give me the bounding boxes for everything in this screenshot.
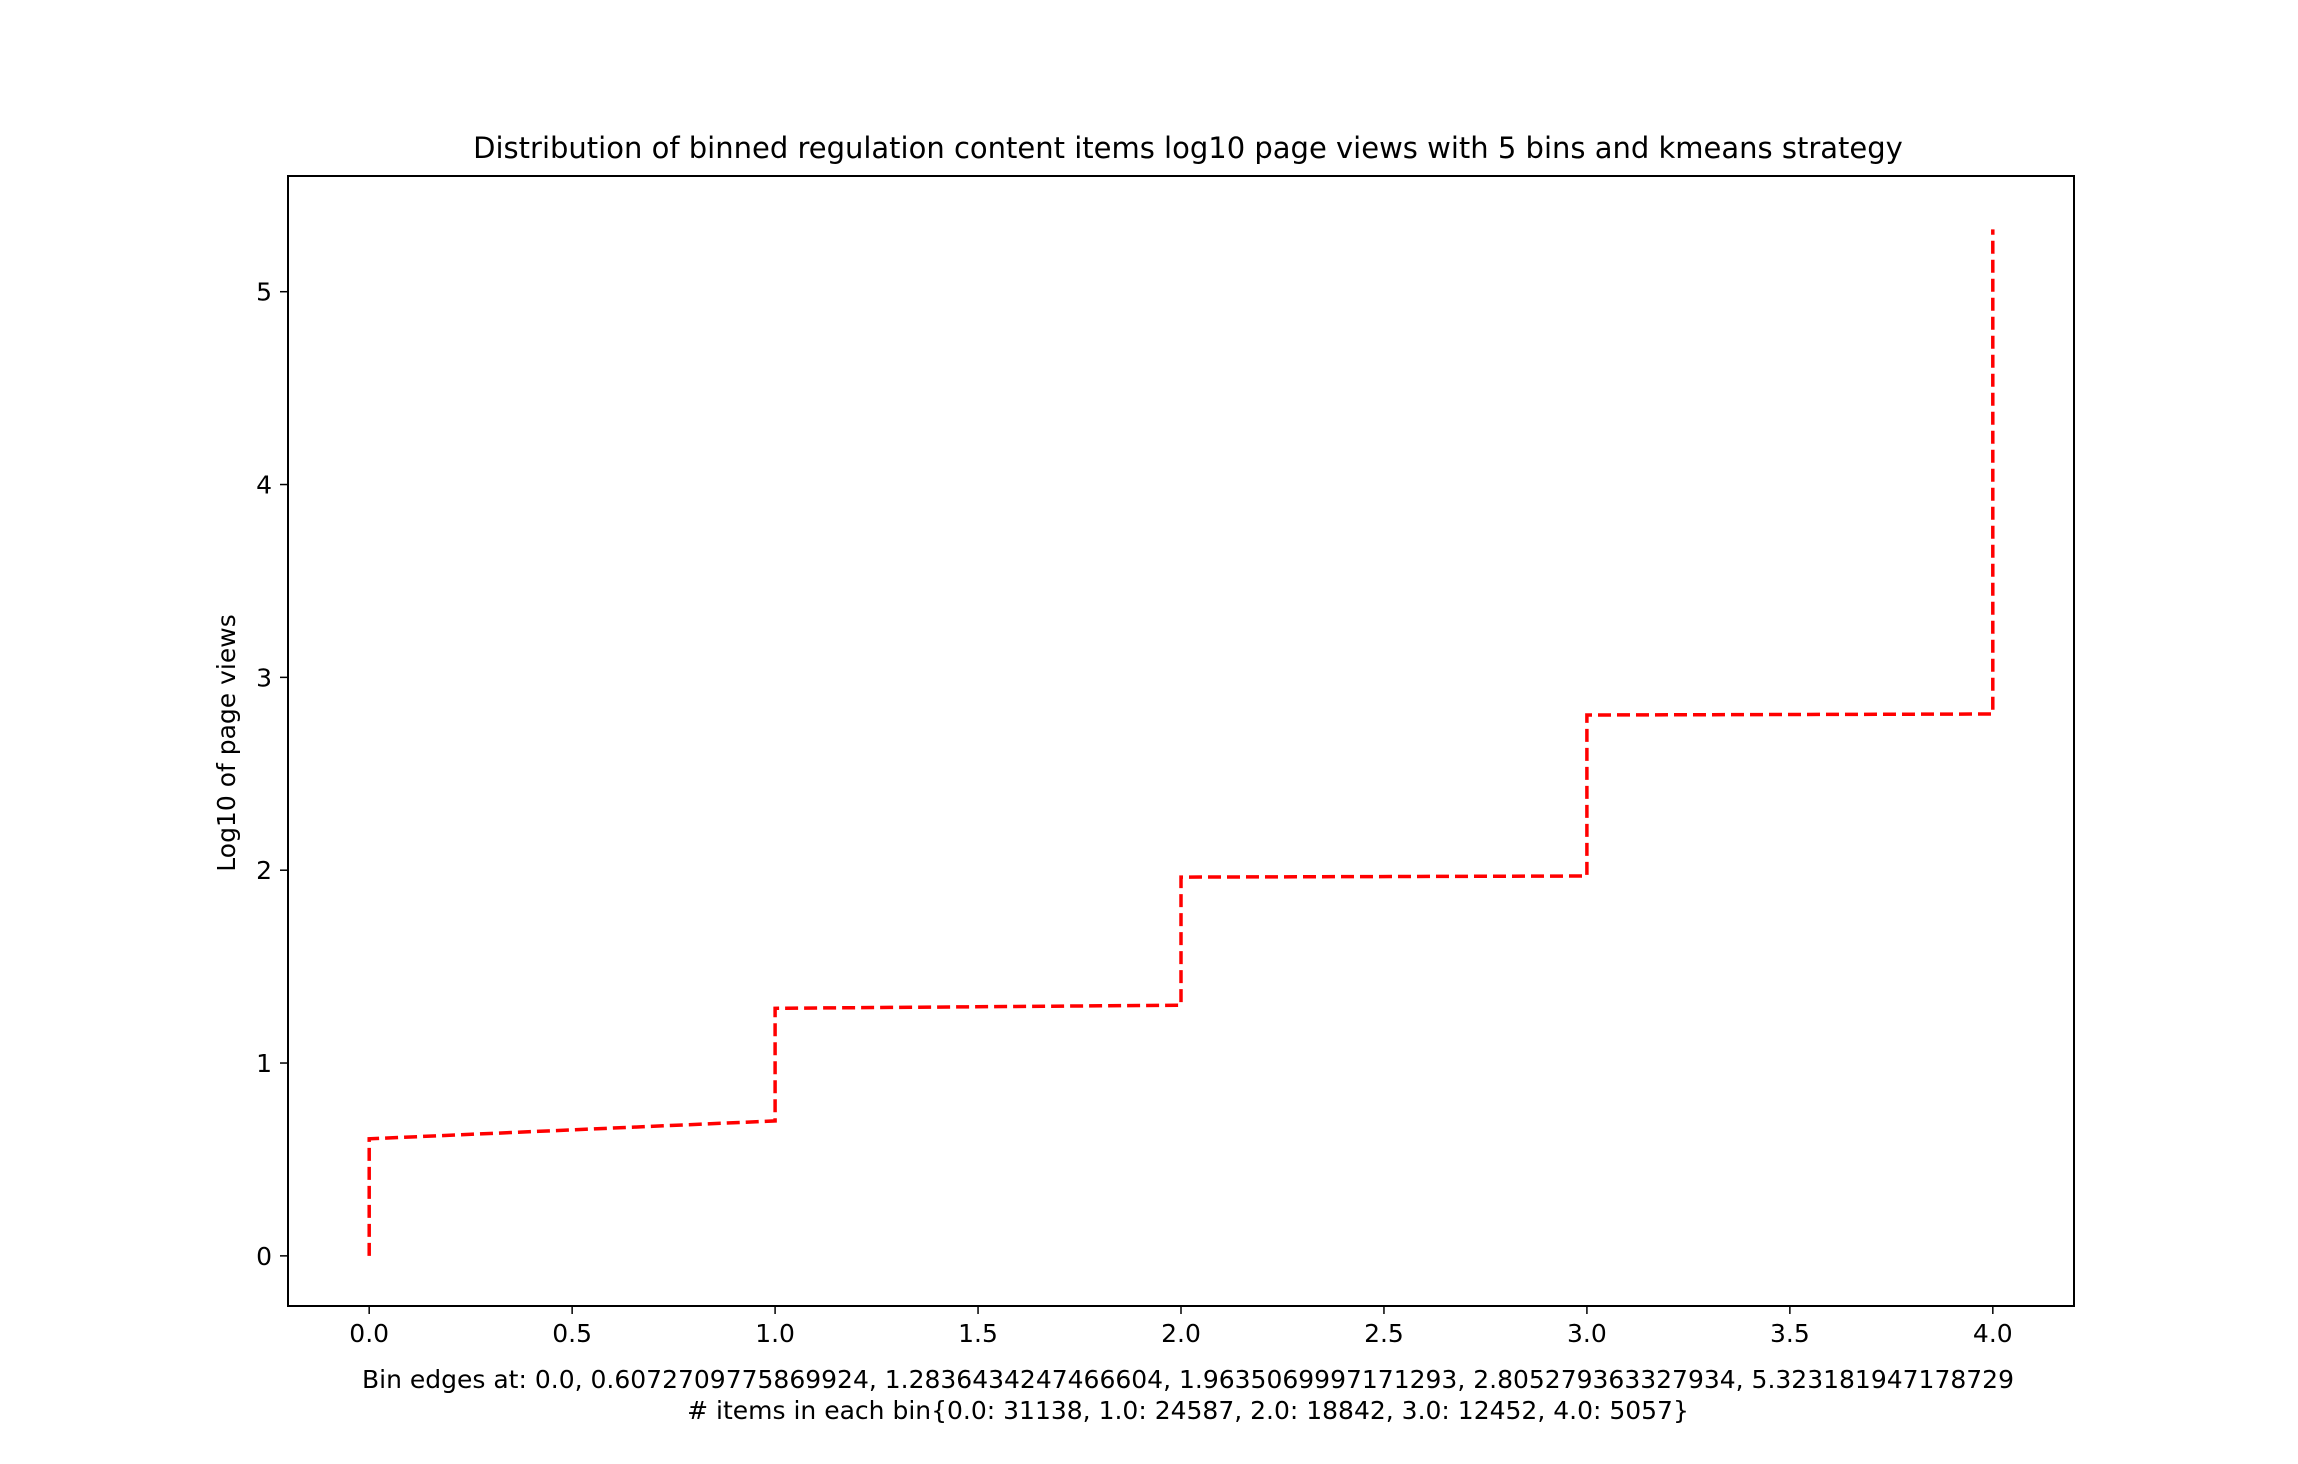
y-tick-label: 0 bbox=[256, 1242, 272, 1271]
y-tick-label: 4 bbox=[256, 471, 272, 500]
chart-title: Distribution of binned regulation conten… bbox=[473, 131, 1903, 165]
x-axis-label-line-1: Bin edges at: 0.0, 0.6072709775869924, 1… bbox=[362, 1365, 2014, 1394]
y-tick-label: 5 bbox=[256, 278, 272, 307]
y-tick-label: 1 bbox=[256, 1049, 272, 1078]
plot-area-frame bbox=[287, 175, 2075, 1307]
y-tick-label: 3 bbox=[256, 663, 272, 692]
x-tick-label: 0.5 bbox=[552, 1319, 592, 1348]
y-axis-label: Log10 of page views bbox=[212, 614, 241, 871]
x-axis-label-line-2: # items in each bin{0.0: 31138, 1.0: 245… bbox=[687, 1396, 1689, 1425]
x-tick-label: 4.0 bbox=[1973, 1319, 2013, 1348]
x-tick-label: 3.0 bbox=[1567, 1319, 1607, 1348]
x-tick-label: 2.0 bbox=[1161, 1319, 1201, 1348]
x-tick-label: 1.0 bbox=[755, 1319, 795, 1348]
x-tick-label: 3.5 bbox=[1770, 1319, 1810, 1348]
data-series-line bbox=[367, 229, 1995, 1256]
x-tick-label: 0.0 bbox=[349, 1319, 389, 1348]
y-axis-ticks: 0 1 2 3 4 5 bbox=[256, 278, 288, 1271]
x-axis-ticks: 0.0 0.5 1.0 1.5 2.0 2.5 3.0 3.5 4.0 bbox=[349, 1306, 2013, 1348]
x-tick-label: 1.5 bbox=[958, 1319, 998, 1348]
y-tick-label: 2 bbox=[256, 856, 272, 885]
data-series-points bbox=[369, 229, 1993, 1256]
x-tick-label: 2.5 bbox=[1364, 1319, 1404, 1348]
